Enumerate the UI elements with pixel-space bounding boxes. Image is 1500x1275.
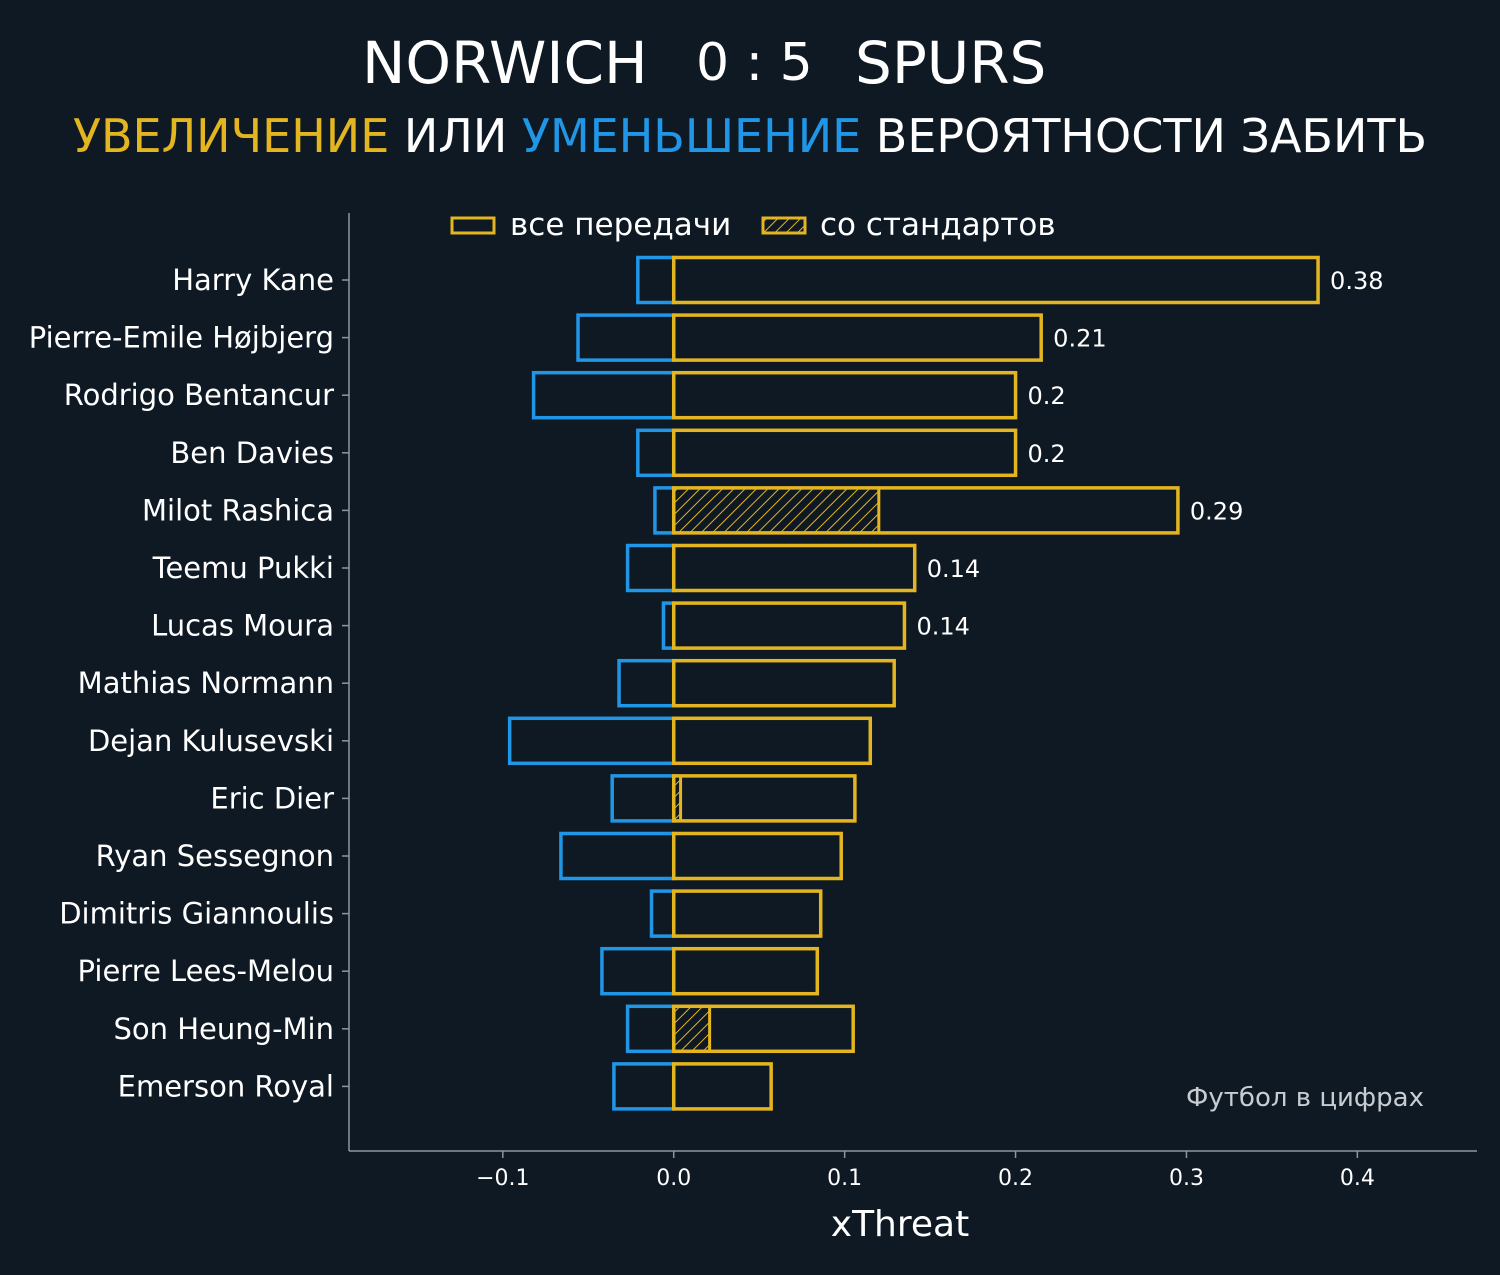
x-tick-label: 0.2: [998, 1166, 1033, 1191]
player-label: Pierre Lees-Melou: [78, 954, 334, 988]
decrease-bar: [649, 889, 676, 938]
decrease-bar: [610, 774, 676, 823]
player-label: Pierre-Emile Højbjerg: [29, 321, 334, 355]
decrease-bar: [559, 831, 676, 881]
player-label: Emerson Royal: [118, 1069, 334, 1103]
x-tick-label: 0.0: [656, 1166, 691, 1191]
match-score: 0 : 5: [696, 33, 813, 93]
increase-bar: [671, 774, 857, 823]
player-label: Harry Kane: [172, 263, 334, 297]
value-label: 0.21: [1053, 325, 1106, 353]
watermark: Футбол в цифрах: [1186, 1083, 1424, 1113]
player-label: Mathias Normann: [78, 666, 334, 700]
increase-bar: [671, 370, 1018, 420]
increase-bar: [671, 946, 820, 996]
player-label: Lucas Moura: [151, 609, 334, 643]
legend-label-set-pieces: со стандартов: [820, 207, 1056, 243]
legend-hatched-swatch: [761, 216, 807, 235]
increase-bar: [671, 601, 907, 650]
value-label: 0.2: [1028, 440, 1066, 468]
home-team-name: NORWICH: [362, 29, 648, 97]
subtitle-increase: УВЕЛИЧЕНИЕ: [72, 109, 390, 163]
legend: все передачи со стандартов: [450, 207, 1056, 243]
x-tick-label: 0.1: [827, 1166, 862, 1191]
decrease-bar: [625, 543, 676, 593]
increase-bar: [671, 255, 1320, 305]
player-label: Ryan Sessegnon: [96, 839, 334, 873]
decrease-bar: [636, 428, 676, 478]
value-label: 0.14: [927, 555, 980, 583]
decrease-bar: [600, 946, 676, 996]
x-tick-label: −0.1: [476, 1166, 529, 1191]
decrease-bar: [625, 1004, 676, 1054]
bars: [507, 255, 1320, 1111]
increase-bar: [671, 658, 896, 708]
player-label: Dimitris Giannoulis: [59, 897, 334, 931]
decrease-bar: [576, 313, 676, 362]
increase-bar: [671, 889, 823, 938]
increase-bar: [671, 486, 1180, 535]
increase-bar: [671, 313, 1043, 362]
x-tick-label: 0.3: [1169, 1166, 1204, 1191]
axes: −0.1 0.0 0.1 0.2 0.3 0.4: [342, 213, 1477, 1191]
increase-bar: [671, 543, 917, 593]
decrease-bar: [612, 1062, 676, 1111]
player-label: Eric Dier: [210, 781, 334, 815]
set-piece-bar: [672, 1004, 712, 1053]
increase-bar: [671, 716, 873, 766]
set-piece-bar: [672, 486, 881, 535]
x-axis-label: xThreat: [831, 1204, 969, 1245]
player-label: Son Heung-Min: [114, 1012, 335, 1046]
value-label: 0.38: [1330, 267, 1383, 295]
increase-bar: [671, 831, 843, 881]
subtitle-rest: ВЕРОЯТНОСТИ ЗАБИТЬ: [861, 109, 1428, 163]
player-label: Ben Davies: [170, 436, 334, 470]
decrease-bar: [617, 658, 676, 708]
subtitle-decrease: УМЕНЬШЕНИЕ: [521, 109, 862, 163]
value-label: 0.29: [1190, 497, 1243, 525]
title: NORWICH 0 : 5 SPURS: [0, 28, 1500, 98]
subtitle-or: ИЛИ: [389, 109, 522, 163]
legend-outline-swatch: [450, 216, 496, 235]
value-label: 0.2: [1028, 382, 1066, 410]
increase-bar: [671, 1004, 855, 1054]
player-label: Teemu Pukki: [152, 551, 334, 585]
x-tick-label: 0.4: [1340, 1166, 1375, 1191]
decrease-bar: [636, 255, 676, 305]
value-label: 0.14: [916, 613, 969, 641]
decrease-bar: [653, 486, 676, 535]
away-team-name: SPURS: [855, 29, 1047, 97]
legend-label-all-passes: все передачи: [510, 207, 731, 243]
decrease-bar: [507, 716, 676, 766]
increase-bar: [671, 1062, 773, 1111]
player-label: Rodrigo Bentancur: [64, 378, 334, 412]
increase-bar: [671, 428, 1018, 478]
decrease-bar: [531, 370, 676, 420]
subtitle: УВЕЛИЧЕНИЕ ИЛИ УМЕНЬШЕНИЕ ВЕРОЯТНОСТИ ЗА…: [0, 108, 1500, 164]
labels: Harry Kane 0.38 Pierre-Emile Højbjerg 0.21 R…: [29, 263, 1384, 1103]
player-label: Dejan Kulusevski: [88, 724, 334, 758]
player-label: Milot Rashica: [142, 493, 334, 527]
